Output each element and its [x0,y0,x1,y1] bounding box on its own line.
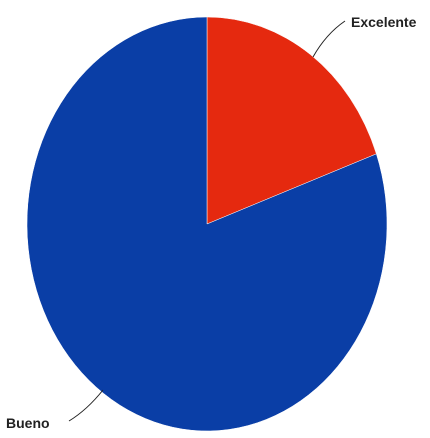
pie-slice-excelente [206,16,377,225]
leader-line-bueno [68,389,104,422]
slice-label-bueno: Bueno [6,415,50,431]
slice-label-excelente: Excelente [351,14,417,30]
pie-slices [26,16,388,432]
leader-line-excelente [312,20,346,58]
pie-slice-bueno [26,16,388,432]
